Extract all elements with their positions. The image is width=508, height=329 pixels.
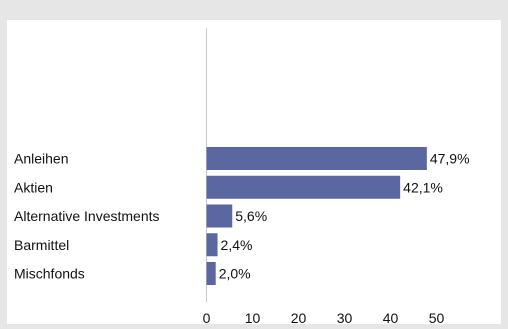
bar — [206, 204, 233, 228]
bar — [206, 175, 401, 199]
category-label: Aktien — [14, 179, 53, 195]
category-label: Alternative Investments — [14, 208, 160, 224]
bar — [206, 233, 218, 257]
category-label: Barmittel — [14, 237, 69, 253]
value-label: 2,4% — [221, 237, 253, 253]
x-tick-label: 20 — [291, 310, 307, 326]
category-label: Anleihen — [14, 151, 69, 167]
value-label: 47,9% — [430, 151, 470, 167]
category-label: Mischfonds — [14, 266, 85, 282]
value-label: 2,0% — [219, 266, 251, 282]
value-label: 42,1% — [403, 179, 443, 195]
x-tick-label: 40 — [383, 310, 399, 326]
bar — [206, 262, 216, 285]
x-tick-label: 30 — [337, 310, 353, 326]
x-tick-label: 0 — [203, 310, 211, 326]
value-label: 5,6% — [235, 208, 267, 224]
x-tick-label: 10 — [245, 310, 261, 326]
x-tick-label: 50 — [429, 310, 445, 326]
top-bar — [0, 0, 508, 20]
bar — [206, 147, 427, 170]
